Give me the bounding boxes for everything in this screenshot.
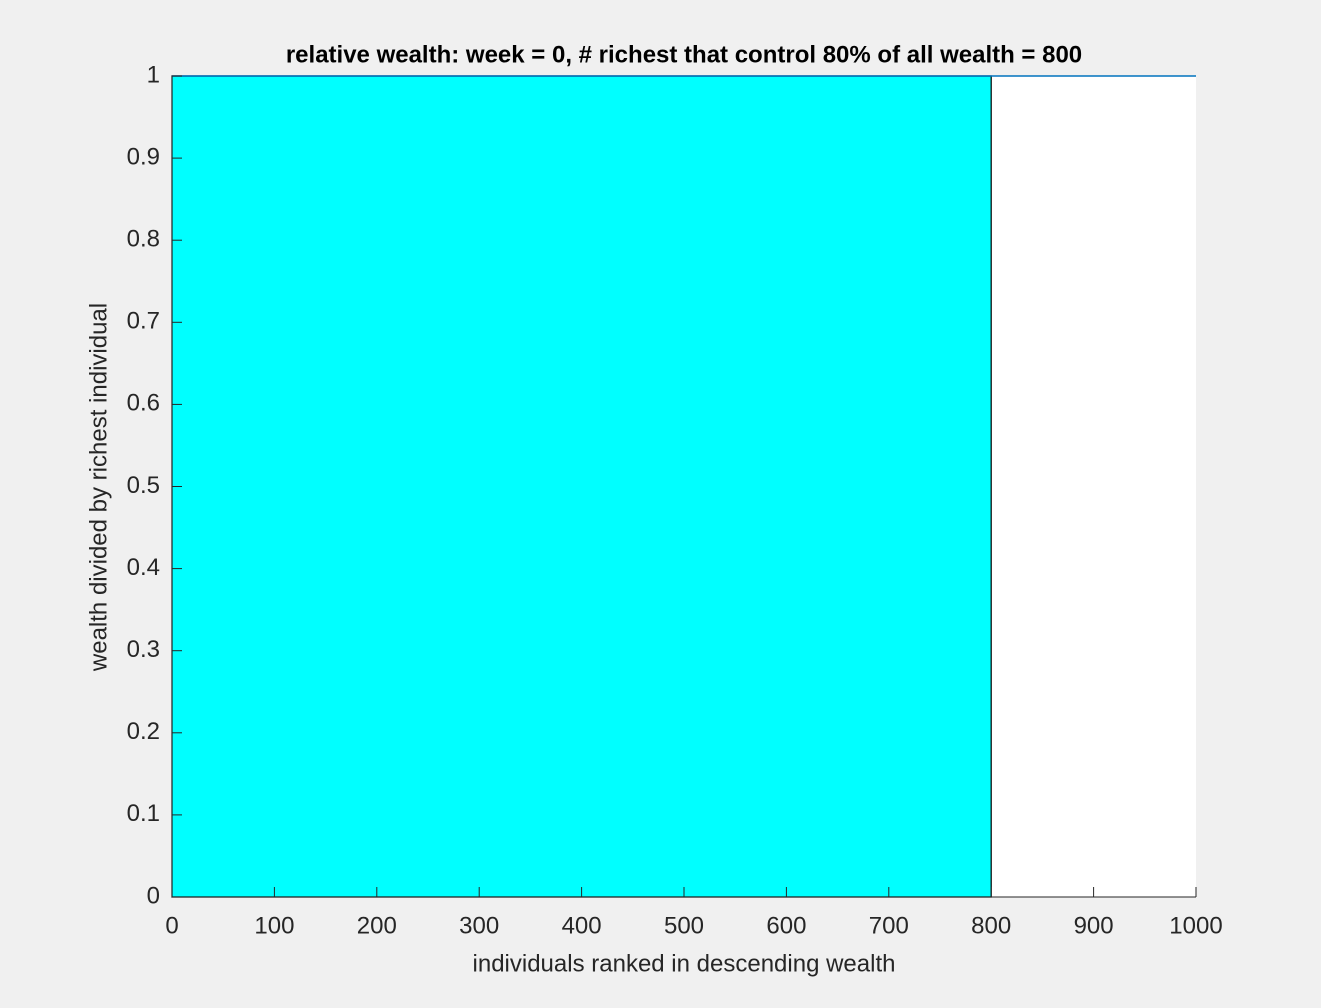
x-tick-label: 1000 <box>1169 912 1222 939</box>
y-tick-label: 0.5 <box>127 472 160 499</box>
y-tick-label: 0.9 <box>127 143 160 170</box>
x-tick-label: 900 <box>1074 912 1114 939</box>
x-tick-label: 600 <box>766 912 806 939</box>
area <box>171 75 992 898</box>
x-tick-label: 200 <box>357 912 397 939</box>
x-tick-label: 400 <box>562 912 602 939</box>
y-tick-label: 1 <box>147 61 160 88</box>
y-tick-label: 0 <box>147 882 160 909</box>
y-tick-label: 0.7 <box>127 308 160 335</box>
y-tick-label: 0.2 <box>127 718 160 745</box>
x-tick-label: 100 <box>254 912 294 939</box>
y-axis-label: wealth divided by richest individual <box>85 303 112 672</box>
x-tick-label: 300 <box>459 912 499 939</box>
x-tick-label: 0 <box>165 912 178 939</box>
x-axis-label: individuals ranked in descending wealth <box>473 950 896 977</box>
y-tick-label: 0.6 <box>127 390 160 417</box>
y-tick-label: 0.1 <box>127 800 160 827</box>
axes: 0 100 200 300 400 500 600 700 800 900 1000 0 0.1 0.2 0… <box>127 61 1223 939</box>
y-tick-label: 0.3 <box>127 636 160 663</box>
y-tick-label: 0.4 <box>127 554 160 581</box>
x-tick-label: 800 <box>971 912 1011 939</box>
chart-title: relative wealth: week = 0, # richest tha… <box>286 41 1082 68</box>
y-tick-label: 0.8 <box>127 226 160 253</box>
x-tick-label: 500 <box>664 912 704 939</box>
x-tick-label: 700 <box>869 912 909 939</box>
